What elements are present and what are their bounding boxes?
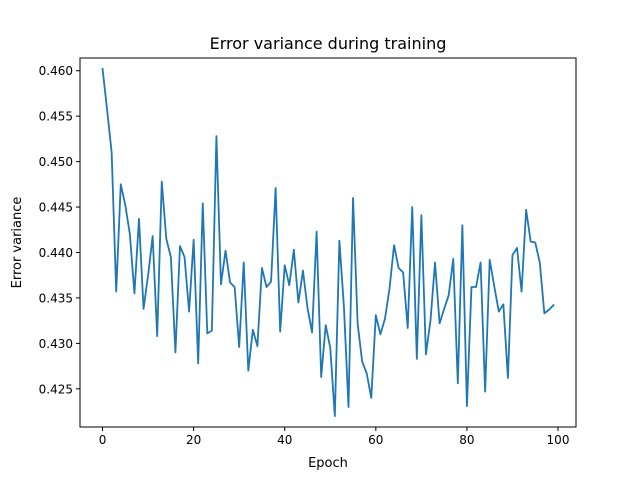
x-tick-label: 80 xyxy=(459,433,474,447)
plot-area-frame xyxy=(79,57,577,428)
y-axis-label: Error variance xyxy=(10,197,25,289)
chart-title: Error variance during training xyxy=(210,34,447,53)
y-axis-ticks: 0.425 0.430 0.435 0.440 0.445 0.450 0.455 0.460 xyxy=(39,64,80,396)
y-tick-label: 0.460 xyxy=(39,64,73,78)
x-tick-label: 40 xyxy=(277,433,292,447)
x-axis-ticks: 0 20 40 60 80 100 xyxy=(99,427,570,447)
x-tick-label: 60 xyxy=(368,433,383,447)
y-tick-label: 0.440 xyxy=(39,246,73,260)
x-tick-label: 0 xyxy=(99,433,107,447)
series-line xyxy=(101,67,555,417)
y-tick-label: 0.455 xyxy=(39,110,73,124)
x-tick-label: 100 xyxy=(547,433,570,447)
x-tick-label: 20 xyxy=(186,433,201,447)
y-tick-label: 0.425 xyxy=(39,382,73,396)
x-axis-label: Epoch xyxy=(308,456,348,471)
y-tick-label: 0.430 xyxy=(39,337,73,351)
y-tick-label: 0.445 xyxy=(39,201,73,215)
y-tick-label: 0.450 xyxy=(39,155,73,169)
y-tick-label: 0.435 xyxy=(39,291,73,305)
